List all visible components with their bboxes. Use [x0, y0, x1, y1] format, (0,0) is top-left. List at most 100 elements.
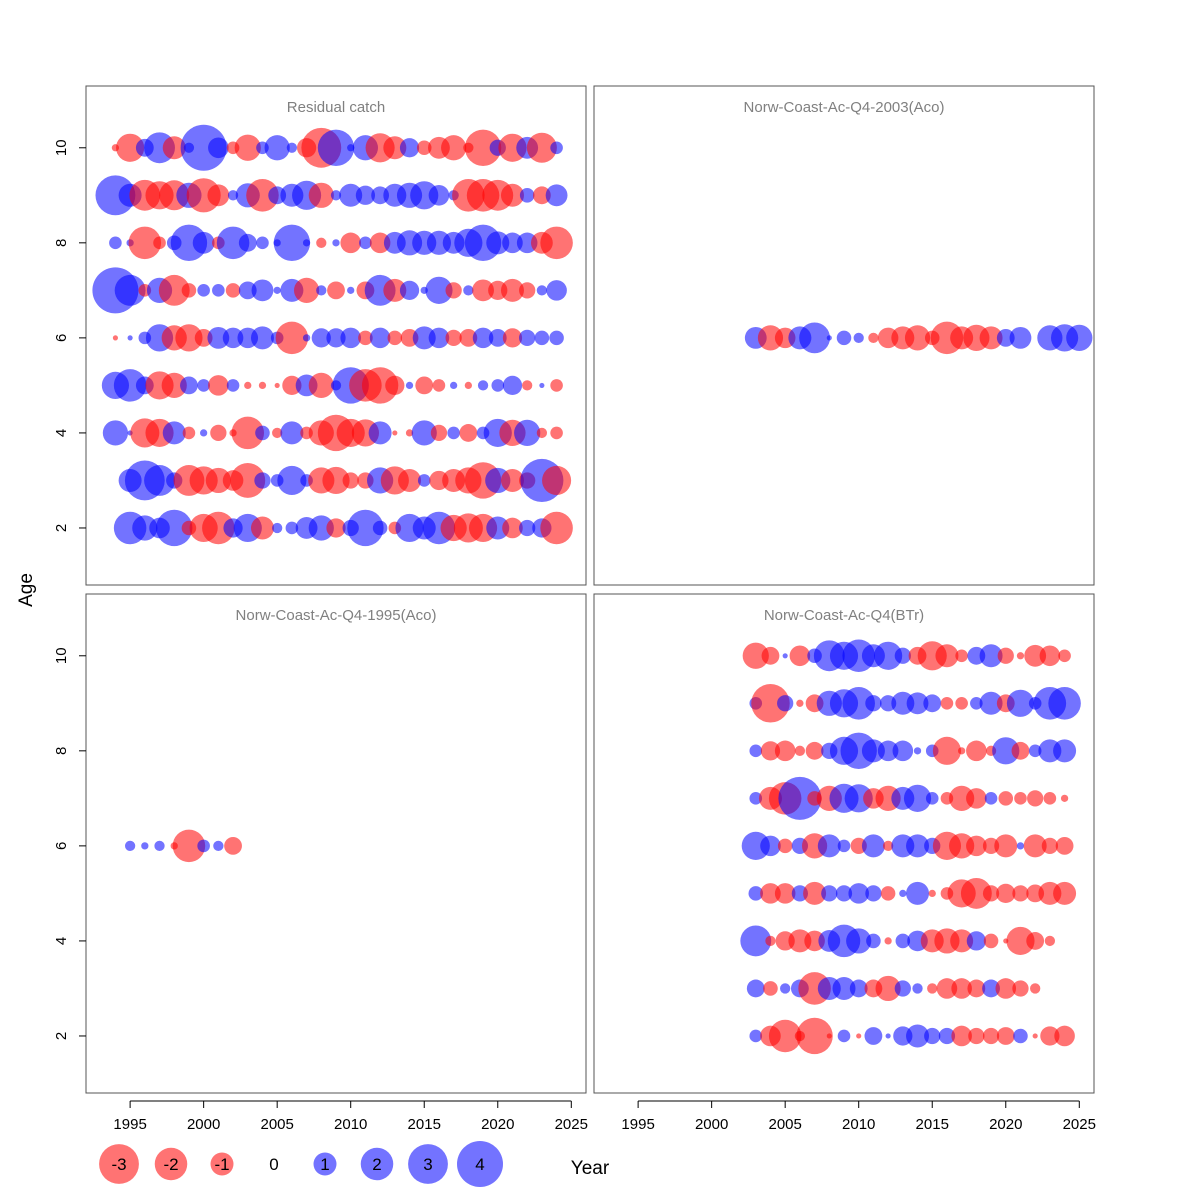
residual-bubble: [546, 280, 567, 301]
panel-title: Norw-Coast-Ac-Q4-1995(Aco): [236, 607, 437, 624]
residual-bubble: [158, 274, 190, 306]
residual-bubble: [316, 285, 327, 296]
residual-bubble: [502, 328, 523, 348]
residual-bubble: [428, 327, 450, 349]
residual-bubble: [748, 886, 764, 901]
residual-bubble: [258, 381, 267, 390]
residual-bubble: [774, 740, 796, 762]
legend-label: 2: [372, 1155, 381, 1174]
residual-bubble: [979, 691, 1003, 715]
residual-bubble: [359, 236, 372, 250]
residual-bubble: [906, 834, 930, 858]
x-tick-label: 1995: [621, 1116, 654, 1133]
residual-bubble: [405, 429, 414, 437]
residual-bubble: [780, 983, 791, 994]
residual-bubble: [951, 978, 972, 999]
residual-bubble: [936, 978, 958, 999]
residual-bubble: [966, 788, 987, 809]
residual-bubble: [866, 933, 881, 949]
residual-bubble: [749, 744, 763, 758]
residual-bubble: [491, 379, 505, 392]
legend-label: -3: [111, 1155, 126, 1174]
residual-bubble: [984, 792, 998, 805]
residual-bubble: [1066, 324, 1093, 351]
panel-frame: [85, 85, 587, 586]
residual-bubble: [144, 465, 175, 496]
residual-bubble: [1028, 744, 1042, 758]
residual-bubble: [153, 236, 166, 250]
residual-bubble: [410, 181, 439, 210]
residual-bubble: [805, 741, 824, 760]
residual-bubble: [906, 1024, 930, 1048]
residual-bubble: [1041, 837, 1059, 855]
residual-bubble: [1030, 983, 1041, 994]
residual-bubble: [768, 1019, 802, 1053]
residual-bubble: [251, 279, 274, 302]
residual-bubble: [940, 697, 954, 710]
residual-bubble: [950, 929, 974, 953]
residual-bubble: [317, 129, 355, 166]
residual-bubble: [405, 381, 414, 390]
x-tick-label: 2015: [916, 1116, 949, 1133]
residual-bubble: [746, 979, 765, 998]
y-tick-label: 6: [53, 334, 70, 342]
residual-bubble: [226, 379, 240, 392]
residual-bubble: [760, 883, 781, 904]
residual-bubble: [997, 647, 1014, 664]
residual-bubble: [877, 740, 899, 762]
residual-bubble: [161, 372, 187, 398]
residual-bubble: [545, 184, 568, 207]
panel-bottom-left: Norw-Coast-Ac-Q4-1995(Aco) 2 4 6 8 10 1995 2000…: [53, 593, 588, 1133]
residual-bubble: [340, 232, 361, 254]
residual-bubble: [1027, 790, 1044, 807]
residual-bubble: [330, 190, 342, 201]
residual-bubble: [796, 1017, 833, 1055]
y-tick-label: 8: [53, 239, 70, 247]
residual-bubble: [892, 740, 914, 762]
residual-bubble: [128, 226, 162, 260]
residual-bubble: [1024, 644, 1047, 667]
x-tick-label: 2010: [842, 1116, 875, 1133]
residual-bubble: [472, 279, 494, 302]
residual-bubble: [760, 835, 781, 857]
y-tick-label: 2: [53, 1032, 70, 1040]
residual-bubble: [1054, 1025, 1075, 1047]
residual-bubble: [846, 928, 872, 954]
residual-bubble: [308, 515, 334, 541]
residual-bubble: [208, 375, 229, 396]
residual-bubble: [430, 424, 448, 442]
residual-bubble: [514, 419, 541, 447]
residual-bubble: [202, 511, 235, 545]
residual-bubble: [417, 474, 431, 487]
residual-bubble: [998, 791, 1014, 806]
residual-bubble: [181, 283, 197, 298]
residual-bubble: [992, 737, 1020, 765]
residual-bubble: [1032, 1033, 1038, 1039]
residual-bubble: [958, 747, 966, 755]
panel-title: Residual catch: [287, 99, 385, 116]
residual-bubble: [1011, 741, 1030, 760]
residual-bubble: [526, 132, 557, 163]
residual-bubble: [124, 840, 136, 852]
residual-bubble: [502, 232, 523, 254]
residual-bubble: [996, 1027, 1015, 1045]
residual-bubble: [205, 467, 231, 494]
residual-bubble: [432, 379, 446, 392]
residual-bubble: [1053, 881, 1077, 905]
residual-bubble: [979, 644, 1003, 668]
residual-bubble: [742, 642, 769, 669]
panel-frame: [85, 593, 587, 1094]
residual-bubble: [216, 226, 250, 260]
residual-bubble: [225, 283, 241, 298]
legend-label: 0: [269, 1155, 278, 1174]
residual-bubble: [342, 472, 359, 489]
residual-bubble: [441, 135, 467, 161]
residual-bubble: [368, 421, 392, 445]
y-tick-label: 4: [53, 429, 70, 437]
residual-bubble: [826, 1033, 832, 1039]
residual-bubble: [1006, 926, 1035, 956]
residual-bubble: [519, 519, 536, 537]
residual-bubble: [192, 231, 215, 254]
residual-bubble: [255, 425, 270, 441]
residual-bubble: [1048, 687, 1081, 720]
